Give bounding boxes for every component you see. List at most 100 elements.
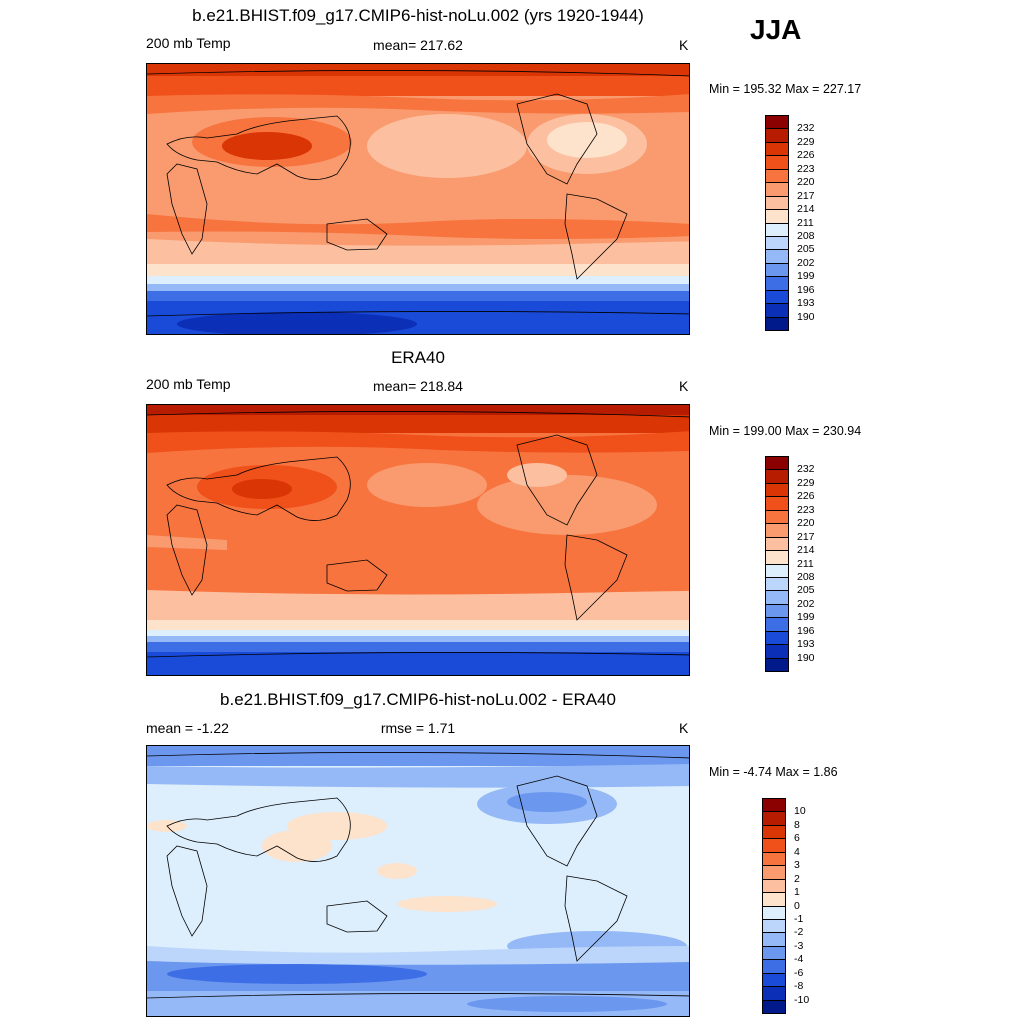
- panel-1-colorbar-swatch: [765, 235, 789, 251]
- panel-2-minmax-label: Min = 199.00 Max = 230.94: [709, 424, 862, 438]
- panel-3-colorbar-swatch: [762, 999, 786, 1014]
- panel-2-colorbar-swatch: [765, 523, 789, 538]
- panel-3-colorbar-tick-label: 2: [794, 872, 800, 885]
- panel-1-map: [146, 63, 690, 335]
- panel-2-colorbar-tick-label: 190: [797, 651, 815, 664]
- panel-2-colorbar: 232 229 226 223 220 217 214 211 208 205 202 199 196 1…: [765, 456, 855, 672]
- panel-1-mean-label: mean= 217.62: [373, 37, 463, 53]
- panel-1-colorbar-tick-label: 205: [797, 243, 815, 256]
- panel-2-colorbar-tick-label: 220: [797, 517, 815, 530]
- panel-3-colorbar: 10 8 6 4 3 2 1 0 -1 -2 -3 -4 -6 -8 -10: [762, 798, 852, 1014]
- panel-2-colorbar-tick-label: 208: [797, 570, 815, 583]
- panel-1-colorbar-tick-label: 211: [797, 216, 814, 229]
- panel-3-colorbar-swatch: [762, 865, 786, 880]
- panel-3-colorbar-tick-label: -4: [794, 953, 804, 966]
- panel-3-map: [146, 745, 690, 1017]
- panel-2-colorbar-tick-label: 196: [797, 624, 815, 637]
- panel-2-colorbar-swatch: [765, 509, 789, 525]
- panel-3-mean-label: mean = -1.22: [146, 720, 229, 736]
- panel-3-colorbar-swatch: [762, 851, 786, 867]
- panel-2-units-label: K: [679, 378, 689, 394]
- panel-1-colorbar-swatch: [765, 262, 789, 278]
- panel-2-colorbar-tick-label: 229: [797, 476, 815, 489]
- panel-3-colorbar-tick-label: 3: [794, 859, 800, 872]
- panel-2-colorbar-tick-label: 199: [797, 611, 815, 624]
- panel-1-colorbar: 232 229 226 223 220 217 214 211 208 205 202 199 196 1…: [765, 115, 855, 331]
- panel-3-rmse-label: rmse = 1.71: [380, 720, 456, 736]
- panel-3-colorbar-tick-label: -6: [794, 966, 804, 979]
- panel-1-colorbar-swatch: [765, 209, 789, 224]
- panel-3-title: b.e21.BHIST.f09_g17.CMIP6-hist-noLu.002 …: [220, 690, 616, 709]
- panel-3-colorbar-tick-label: 1: [794, 886, 800, 899]
- panel-3-colorbar-swatch: [762, 824, 786, 840]
- panel-3-colorbar-tick-label: 0: [794, 899, 800, 912]
- panel-3-colorbar-swatch: [762, 905, 786, 920]
- panel-1-colorbar-tick-label: 229: [797, 135, 815, 148]
- panel-1-colorbar-tick-label: 223: [797, 162, 815, 175]
- panel-1-colorbar-tick-label: 220: [797, 176, 815, 189]
- panel-1-colorbar-swatch: [765, 168, 789, 184]
- panel-3-colorbar-tick-label: -8: [794, 980, 804, 993]
- panel-3-colorbar-swatch: [762, 959, 786, 974]
- panel-1-colorbar-tick-label: 202: [797, 256, 815, 269]
- panel-3-colorbar-tick-label: -3: [794, 939, 804, 952]
- panel-2-colorbar-swatch: [765, 563, 789, 578]
- panel-2-colorbar-swatch: [765, 590, 789, 605]
- panel-2-colorbar-swatch: [765, 644, 789, 659]
- panel-2-colorbar-tick-label: 205: [797, 584, 815, 597]
- panel-2-colorbar-swatch: [765, 603, 789, 619]
- panel-3-colorbar-swatch: [762, 932, 786, 947]
- panel-2-colorbar-swatch: [765, 550, 789, 565]
- panel-2-colorbar-tick-label: 226: [797, 490, 815, 503]
- panel-1-contour-plot: [147, 64, 689, 334]
- panel-1-colorbar-swatch: [765, 303, 789, 318]
- panel-1-colorbar-swatch: [765, 276, 789, 291]
- panel-1-colorbar-swatch: [765, 316, 789, 331]
- panel-2-colorbar-swatch: [765, 496, 789, 511]
- panel-1-colorbar-swatch: [765, 141, 789, 157]
- panel-1-units-label: K: [679, 37, 689, 53]
- panel-1-colorbar-tick-label: 199: [797, 270, 815, 283]
- panel-3-colorbar-tick-label: 10: [794, 805, 806, 818]
- panel-2-colorbar-swatch: [765, 456, 789, 471]
- panel-3-colorbar-tick-label: -1: [794, 912, 804, 925]
- panel-1-colorbar-tick-label: 226: [797, 149, 815, 162]
- panel-3-colorbar-swatch: [762, 878, 786, 894]
- panel-1-colorbar-tick-label: 232: [797, 122, 815, 135]
- panel-1-colorbar-tick-label: 217: [797, 189, 815, 202]
- panel-1-colorbar-swatch: [765, 182, 789, 197]
- panel-2-colorbar-swatch: [765, 630, 789, 646]
- panel-1-colorbar-tick-label: 193: [797, 297, 815, 310]
- panel-2-variable-label: 200 mb Temp: [146, 376, 231, 392]
- panel-2-colorbar-swatch: [765, 657, 789, 672]
- panel-2-colorbar-swatch: [765, 482, 789, 498]
- panel-1-colorbar-swatch: [765, 195, 789, 211]
- panel-3-units-label: K: [679, 720, 689, 736]
- panel-3-colorbar-swatch: [762, 892, 786, 907]
- panel-3-colorbar-swatch: [762, 945, 786, 961]
- panel-1-colorbar-swatch: [765, 222, 789, 237]
- panel-1-colorbar-swatch: [765, 155, 789, 170]
- panel-1-colorbar-swatch: [765, 128, 789, 143]
- panel-1-title: b.e21.BHIST.f09_g17.CMIP6-hist-noLu.002 …: [192, 6, 644, 25]
- panel-2-colorbar-tick-label: 223: [797, 503, 815, 516]
- panel-2-colorbar-swatch: [765, 469, 789, 484]
- panel-3-colorbar-swatch: [762, 972, 786, 988]
- panel-2-colorbar-swatch: [765, 576, 789, 592]
- panel-2-colorbar-tick-label: 214: [797, 544, 815, 557]
- panel-1-colorbar-swatch: [765, 249, 789, 264]
- panel-1-colorbar-tick-label: 196: [797, 283, 815, 296]
- panel-3-colorbar-tick-label: 6: [794, 832, 800, 845]
- panel-2-colorbar-swatch: [765, 536, 789, 552]
- panel-3-colorbar-swatch: [762, 986, 786, 1001]
- panel-2-colorbar-tick-label: 232: [797, 463, 815, 476]
- panel-3-colorbar-tick-label: -2: [794, 926, 804, 939]
- panel-1-variable-label: 200 mb Temp: [146, 35, 231, 51]
- panel-2-mean-label: mean= 218.84: [373, 378, 463, 394]
- panel-1-colorbar-tick-label: 214: [797, 203, 815, 216]
- panel-2-map: [146, 404, 690, 676]
- panel-1-colorbar-swatch: [765, 115, 789, 130]
- panel-3-colorbar-tick-label: 8: [794, 818, 800, 831]
- panel-3-colorbar-tick-label: -10: [794, 993, 810, 1006]
- panel-2-contour-plot: [147, 405, 689, 675]
